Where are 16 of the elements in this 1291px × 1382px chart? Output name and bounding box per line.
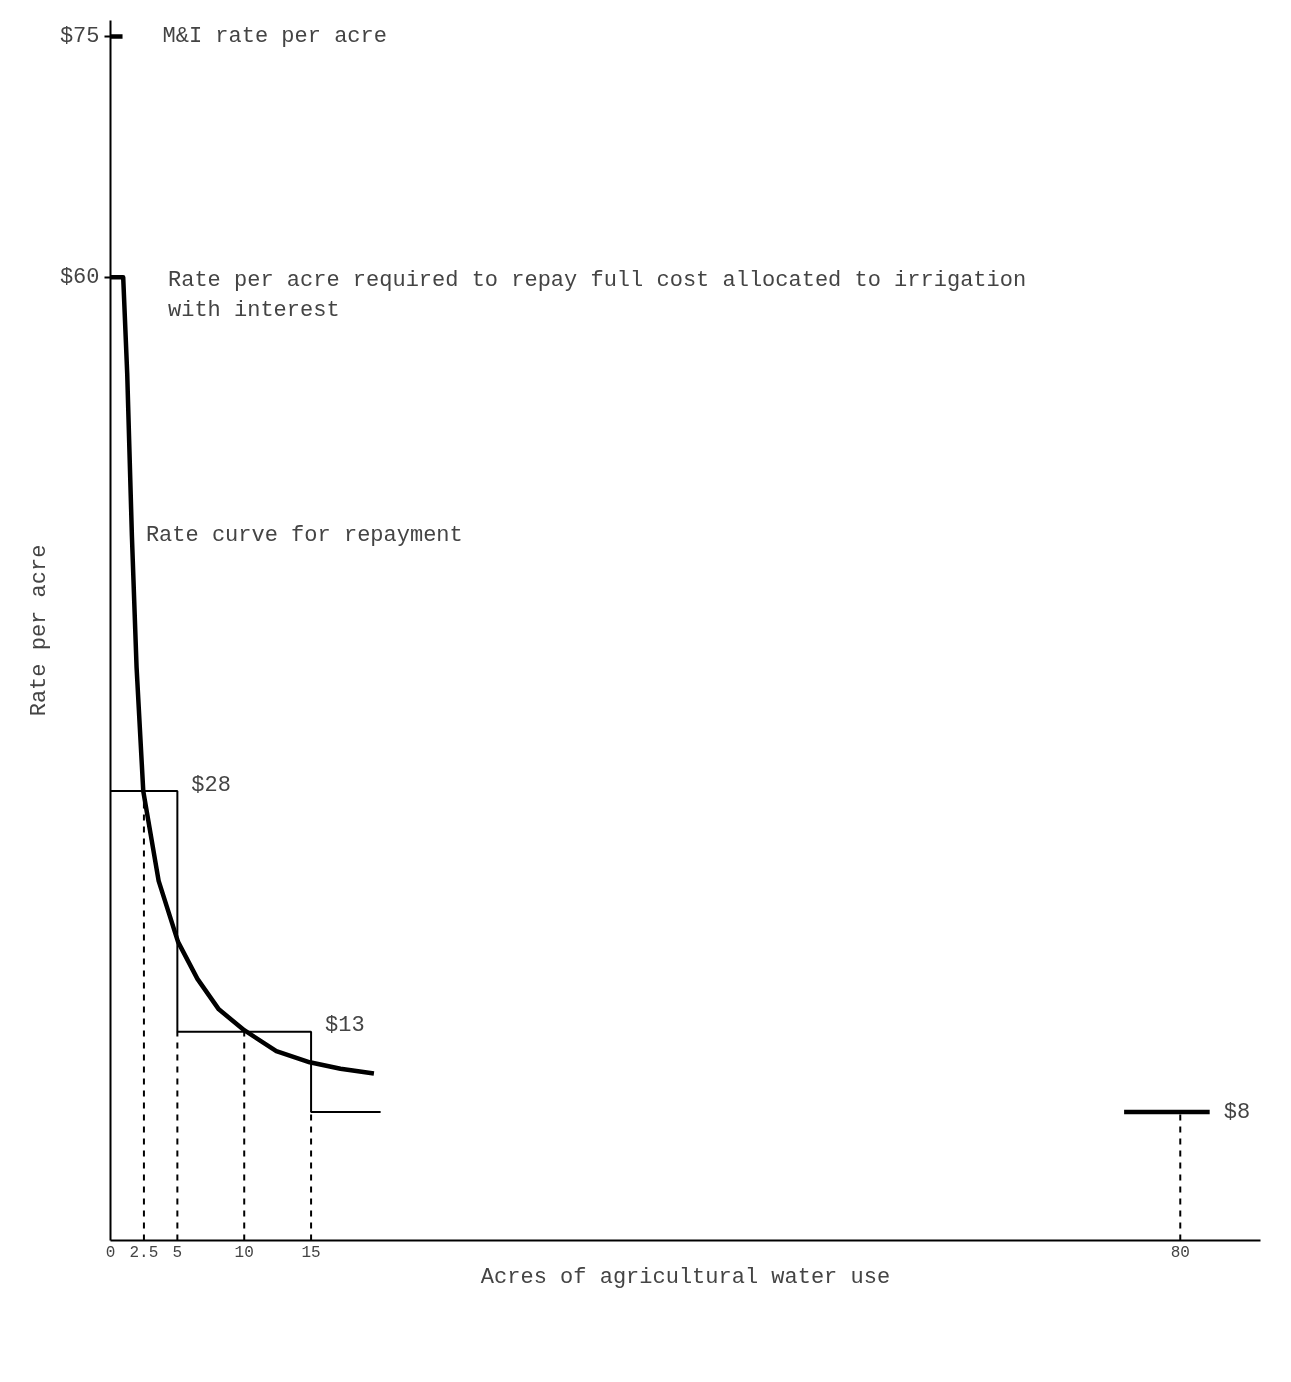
x-tick-label: 0 [105,1243,116,1262]
data-label: $13 [325,1013,365,1039]
data-label: $8 [1223,1099,1251,1125]
x-axis-title: Acres of agricultural water use [480,1264,891,1290]
x-tick-label: 5 [172,1243,183,1262]
annotation: Rate curve for repayment [145,523,463,549]
x-tick-label: 2.5 [129,1243,159,1262]
annotation: Rate per acre required to repay full cost allocated to irrigation with interest [168,267,1027,323]
data-label: $28 [191,772,231,798]
y-tick-label: $75 [59,24,100,50]
x-tick-label: 15 [301,1243,321,1262]
y-tick-label: $60 [59,264,100,290]
x-tick-label: 80 [1170,1243,1190,1262]
x-tick-label: 10 [234,1243,254,1262]
legend-label: M&I rate per acre [162,24,387,50]
y-axis-title: Rate per acre [26,544,52,717]
